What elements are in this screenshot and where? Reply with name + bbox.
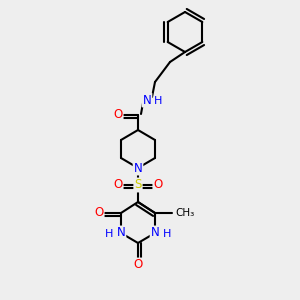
Text: CH₃: CH₃ — [175, 208, 194, 218]
Text: N: N — [117, 226, 125, 239]
Text: O: O — [153, 178, 163, 191]
Text: O: O — [113, 178, 123, 191]
Text: H: H — [163, 229, 171, 239]
Text: N: N — [134, 161, 142, 175]
Text: O: O — [113, 107, 123, 121]
Text: N: N — [142, 94, 152, 106]
Text: H: H — [105, 229, 113, 239]
Text: O: O — [134, 259, 142, 272]
Text: S: S — [134, 178, 142, 191]
Text: N: N — [151, 226, 159, 239]
Text: O: O — [94, 206, 103, 218]
Text: H: H — [154, 96, 162, 106]
